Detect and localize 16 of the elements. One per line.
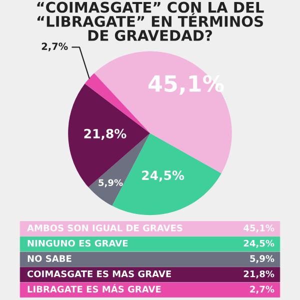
legend-label: AMBOS SON IGUAL DE GRAVES: [27, 224, 182, 232]
chart-title: “COIMASGATE” CON LA DEL “LIBRAGATE” EN TÉRMINOS DE GRAVEDAD?: [37, 2, 264, 42]
text: 45,1%: [244, 224, 274, 233]
legend-label: NINGUNO ES GRAVE: [28, 240, 128, 247]
text: 24,5%: [244, 240, 274, 248]
text: 2,7%: [250, 286, 274, 294]
data-label: 45,1%: [148, 75, 224, 95]
text: 5,9%: [250, 255, 274, 264]
legend-label: LIBRAGATE ES MÁS GRAVE: [28, 284, 161, 293]
data-label: 2,7%: [42, 42, 68, 52]
text: 21,8%: [244, 270, 274, 278]
data-label: 5,9%: [98, 179, 123, 188]
legend-label: COIMASGATE ES MAS GRAVE: [27, 270, 171, 278]
data-label: 21,8%: [84, 128, 126, 140]
data-label: 24,5%: [142, 170, 184, 182]
legend-label: NO SABE: [28, 255, 72, 262]
